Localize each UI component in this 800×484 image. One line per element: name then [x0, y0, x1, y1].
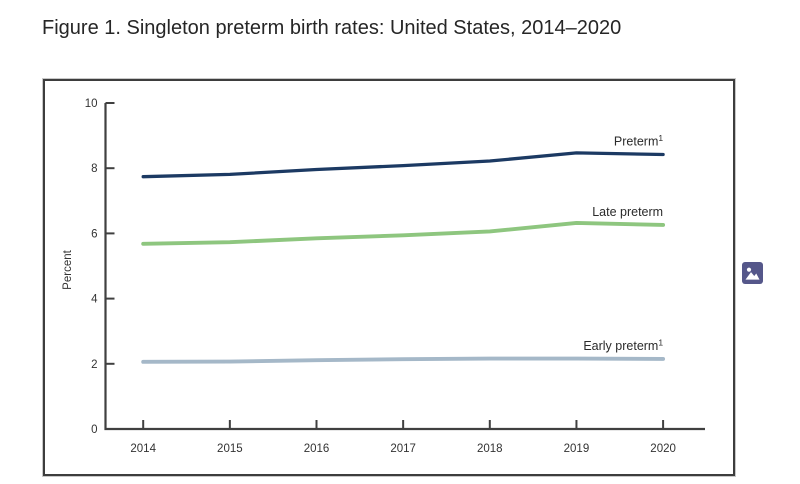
y-axis-tick-label: 2: [91, 359, 97, 371]
y-axis-tick-label: 8: [91, 163, 97, 175]
image-placeholder-icon[interactable]: [742, 262, 763, 284]
y-axis-tick-label: 6: [91, 228, 97, 240]
x-axis-tick-label: 2017: [390, 443, 416, 455]
series-label-late-preterm: Late preterm: [592, 205, 663, 219]
y-axis-title: Percent: [62, 249, 74, 289]
x-axis-tick-label: 2015: [217, 443, 243, 455]
series-line-preterm: [141, 151, 665, 179]
image-icon: [745, 267, 760, 280]
figure-title: Figure 1. Singleton preterm birth rates:…: [42, 17, 622, 39]
x-axis-tick-label: 2019: [564, 443, 590, 455]
series-label-preterm: Preterm1: [614, 133, 663, 149]
series-label-early-preterm: Early preterm1: [583, 337, 663, 353]
x-axis-tick-label: 2018: [477, 443, 503, 455]
series-line-late-preterm: [141, 221, 666, 246]
y-axis-tick-label: 10: [85, 98, 98, 110]
x-axis-tick-label: 2014: [130, 443, 156, 455]
x-axis-tick-label: 2020: [650, 443, 676, 455]
x-axis-tick-label: 2016: [304, 443, 330, 455]
chart-panel: 0 2 4 6 8 10 2014 2015 2016 2017 2018 2019 2020 Perce…: [42, 78, 736, 477]
y-axis-tick-label: 0: [91, 424, 97, 436]
y-axis-tick-label: 4: [91, 294, 98, 306]
axis-lines: [104, 103, 705, 431]
series-line-early-preterm: [141, 356, 666, 364]
preterm-line-chart: 0 2 4 6 8 10 2014 2015 2016 2017 2018 2019 2020 Perce…: [62, 98, 705, 455]
